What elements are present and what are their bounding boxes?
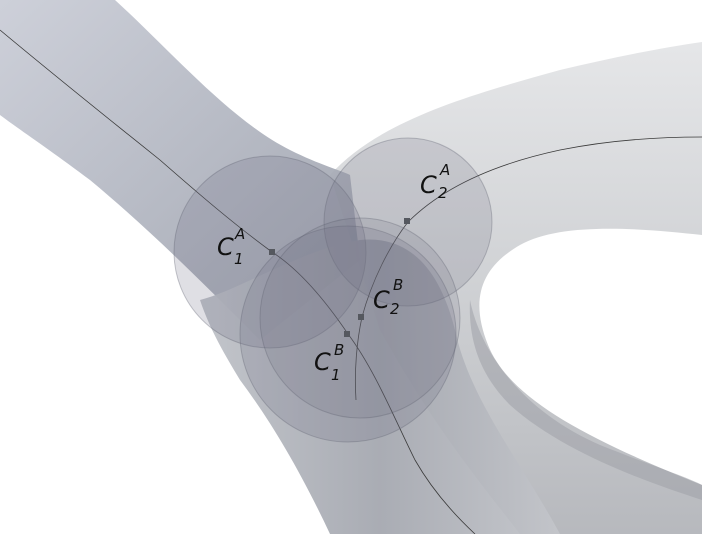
centerline-upper: [0, 29, 349, 335]
centerline-right: [407, 136, 702, 223]
right-branch-vessel: [330, 42, 702, 534]
label-c2b-letter: C: [373, 286, 390, 314]
label-c1b-letter: C: [314, 348, 331, 376]
label-c2b: C B 2: [373, 278, 403, 317]
label-c1b: C B 1: [314, 343, 344, 383]
label-c1a: C A 1: [217, 227, 245, 267]
centerline-lower: [347, 333, 476, 534]
label-c1b-sub: 1: [331, 366, 341, 384]
label-c2b-sub: 2: [390, 300, 400, 318]
label-c2a-sup: A: [440, 161, 451, 179]
label-c1a-sup: A: [235, 225, 246, 243]
label-c2a-sub: 2: [438, 184, 448, 202]
marker-c2b: [358, 314, 364, 320]
label-c1b-sup: B: [334, 341, 345, 359]
marker-c2a: [404, 218, 410, 224]
label-c2a: C A 2: [420, 163, 450, 201]
label-c2a-letter: C: [420, 171, 437, 199]
label-c1a-sub: 1: [234, 250, 244, 268]
label-c1a-letter: C: [217, 233, 234, 261]
marker-c1a: [269, 249, 275, 255]
bifurcation-shading: [469, 300, 702, 500]
marker-c1b: [344, 331, 350, 337]
label-c2b-sup: B: [393, 276, 404, 294]
